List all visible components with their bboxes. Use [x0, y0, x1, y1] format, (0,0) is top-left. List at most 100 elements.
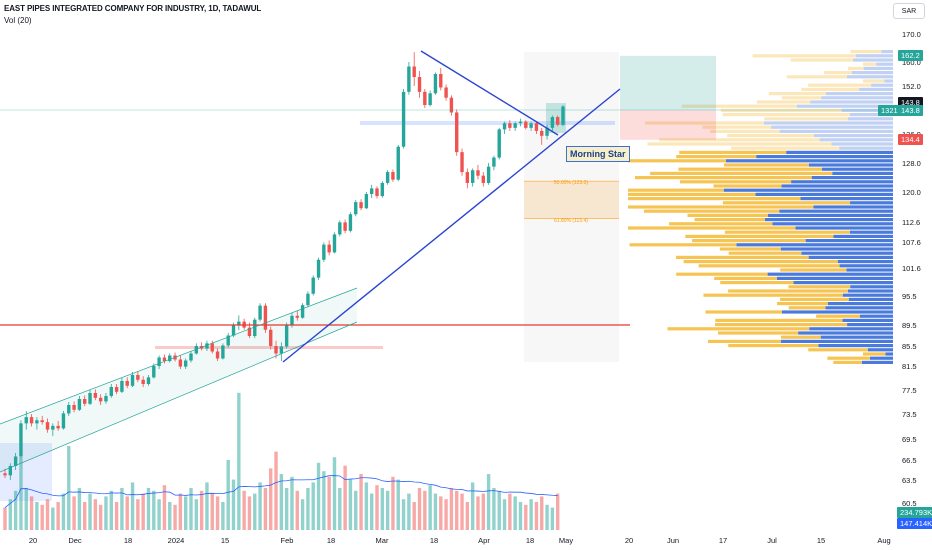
- candle: [332, 232, 337, 254]
- currency-button[interactable]: SAR: [893, 3, 925, 19]
- candle: [274, 340, 278, 359]
- drawing-lines[interactable]: 50.00% (123.0) 61.80% (113.4): [0, 50, 893, 473]
- volume-profile-down-bar: [694, 218, 766, 222]
- volume-profile-down-bar: [780, 335, 821, 339]
- volume-bar: [189, 488, 193, 530]
- volume-profile-down-bar: [722, 113, 850, 117]
- volume-profile-up-bar: [867, 348, 893, 352]
- volume-bar: [486, 474, 491, 530]
- volume-profile-down-bar: [692, 239, 806, 243]
- volume-profile-down-bar: [659, 138, 820, 142]
- volume-profile-down-bar: [707, 339, 781, 343]
- candle: [417, 71, 422, 98]
- volume-bar: [205, 482, 209, 530]
- volume-bar: [274, 451, 278, 530]
- volume-profile-down-bar: [756, 100, 811, 104]
- candle-body: [205, 343, 209, 349]
- candle-body: [513, 123, 517, 128]
- candle-body: [407, 66, 411, 92]
- volume-profile-down-bar: [752, 54, 856, 58]
- volume-bar: [545, 504, 549, 530]
- candle: [311, 275, 315, 296]
- volume-profile-down-bar: [629, 243, 737, 247]
- resistance-band: [155, 346, 383, 349]
- volume-profile-down-bar: [816, 314, 860, 318]
- candle-body: [130, 375, 135, 386]
- volume-bar: [178, 493, 183, 530]
- volume-profile-down-bar: [850, 50, 882, 54]
- candle: [141, 376, 145, 387]
- volume-bar: [210, 493, 214, 530]
- candle: [412, 52, 416, 86]
- volume-profile-up-bar: [884, 79, 893, 83]
- volume-bar: [444, 499, 448, 530]
- x-tick-label: Jun: [667, 536, 679, 545]
- volume-profile-up-bar: [819, 138, 893, 142]
- volume-bar: [423, 490, 427, 530]
- x-tick-label: 20: [29, 536, 37, 545]
- candle: [205, 340, 209, 351]
- candle: [555, 115, 560, 127]
- morning-star-annotation[interactable]: Morning Star: [566, 146, 630, 162]
- y-tick-label: 152.0: [902, 82, 921, 91]
- volume-profile-up-bar: [876, 62, 893, 66]
- volume-ma-line: [4, 475, 558, 508]
- candle: [396, 144, 400, 182]
- volume-profile-up-bar: [861, 360, 893, 364]
- candle: [157, 355, 161, 369]
- candle-body: [269, 329, 273, 346]
- x-tick-label: 18: [124, 536, 132, 545]
- volume-profile-up-bar: [808, 163, 893, 167]
- position-target-zone: [620, 55, 716, 110]
- candle: [550, 115, 555, 131]
- candle-body: [433, 74, 438, 94]
- volume-profile-up-bar: [736, 243, 893, 247]
- volume-profile-down-bar: [808, 83, 872, 87]
- candle-body: [8, 466, 13, 476]
- volume-bar: [130, 482, 135, 530]
- volume-profile-up-bar: [842, 293, 893, 297]
- volume-profile-up-bar: [813, 134, 893, 138]
- volume-profile-down-bar: [863, 62, 877, 66]
- candle: [19, 420, 23, 458]
- volume-profile-up-bar: [827, 302, 893, 306]
- volume-profile-down-bar: [715, 323, 848, 327]
- x-tick-label: 20: [625, 536, 633, 545]
- candle-body: [380, 182, 385, 197]
- volume-bar: [497, 490, 501, 530]
- volume-tag: 147.414K: [897, 518, 932, 529]
- volume-bar: [518, 502, 523, 530]
- candle: [513, 121, 517, 131]
- candle: [316, 257, 321, 280]
- volume-profile-up-bar: [779, 129, 893, 133]
- candle-body: [35, 420, 39, 424]
- candle-body: [24, 417, 28, 424]
- candle: [221, 343, 225, 360]
- candle: [380, 181, 385, 198]
- volume-profile-up-bar: [822, 167, 893, 171]
- candle: [364, 192, 369, 210]
- volume-profile-down-bar: [703, 293, 843, 297]
- volume-profile-down-bar: [777, 302, 828, 306]
- volume-bar: [417, 488, 422, 530]
- candle: [120, 378, 124, 393]
- volume-bar: [555, 493, 560, 530]
- volume-profile-down-bar: [667, 327, 810, 331]
- candle-body: [56, 425, 60, 429]
- volume-profile-down-bar: [644, 121, 764, 125]
- volume-profile-up-bar: [781, 184, 893, 188]
- candle: [152, 363, 156, 379]
- candle-body: [322, 244, 326, 260]
- candle-body: [141, 379, 145, 384]
- volume-profile-down-bar: [628, 197, 801, 201]
- fib-zone: [524, 181, 619, 219]
- y-tick-label: 73.5: [902, 410, 917, 419]
- volume-bar: [401, 499, 406, 530]
- volume-bar: [146, 488, 151, 530]
- y-tick-label: 66.5: [902, 456, 917, 465]
- candle: [35, 417, 39, 430]
- candle: [465, 168, 470, 189]
- volume-bar: [253, 493, 257, 530]
- candle-body: [465, 172, 470, 183]
